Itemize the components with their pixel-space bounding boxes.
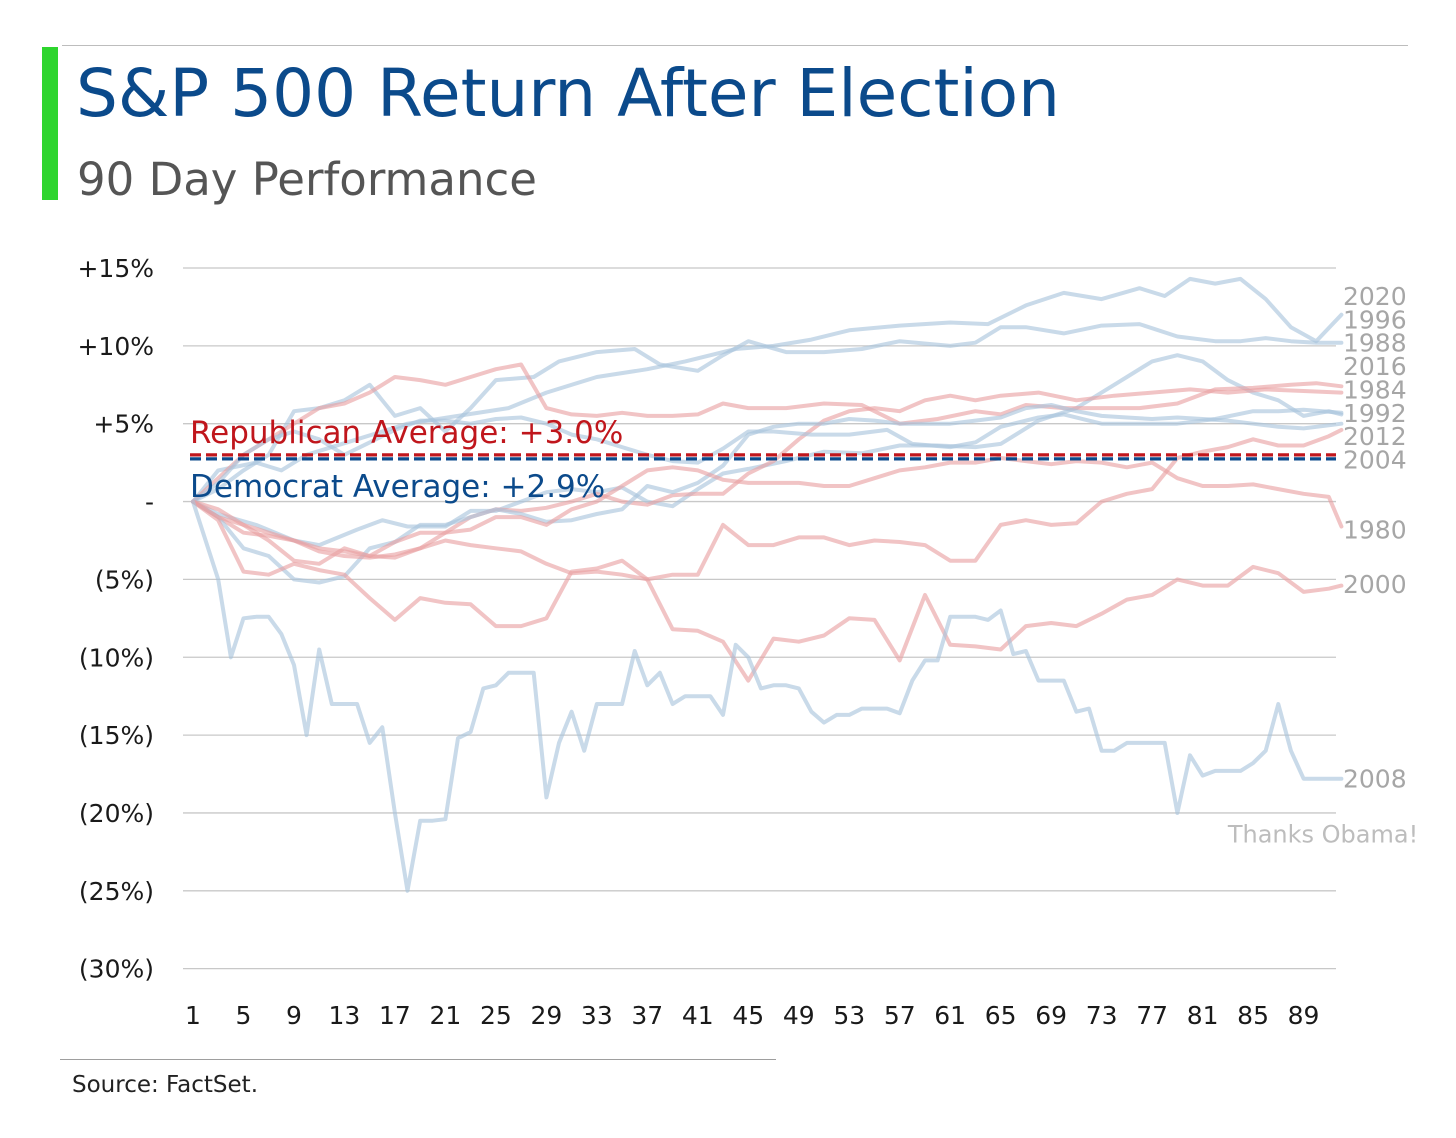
series-label-2000: 2000 [1343,570,1407,599]
x-tick-label: 69 [1035,1001,1067,1030]
x-axis-ticks: 1 5 9 13 17 21 25 29 33 37 41 45 49 53 57 61 65 69 73 77 81 8… [185,1001,1319,1030]
series-label-2004: 2004 [1343,446,1407,475]
series-label-1980: 1980 [1343,516,1407,545]
y-tick-label: (5%) [95,565,154,594]
average-lines: Republican Average: +3.0% Democrat Averag… [190,415,1336,505]
series-label-2016: 2016 [1343,352,1407,381]
x-tick-label: 61 [934,1001,966,1030]
series-lines [191,276,1344,893]
x-tick-label: 1 [185,1001,201,1030]
series-line-2008 [191,499,1344,893]
x-tick-label: 17 [379,1001,411,1030]
republican-average-label: Republican Average: +3.0% [190,415,623,451]
series-label-2020: 2020 [1343,282,1407,311]
series-line-1988 [191,353,1344,548]
series-label-1992: 1992 [1343,399,1407,428]
series-line-2020 [191,276,1344,504]
annotations: Thanks Obama! [1227,821,1418,849]
accent-bar [42,47,58,200]
y-tick-label: (20%) [79,799,154,828]
series-line-1980 [191,456,1344,566]
x-tick-label: 81 [1187,1001,1219,1030]
y-tick-label: +15% [77,254,154,283]
x-tick-label: 5 [236,1001,252,1030]
series-line-1992 [191,407,1344,504]
series-line-2012 [191,403,1344,585]
y-axis-ticks: +15% +10% +5% - (5%) (10%) (15%) (20%) (25%) (30%… [77,254,154,984]
grid-lines [183,267,1336,970]
y-tick-label: - [145,488,154,517]
y-tick-label: +10% [77,332,154,361]
series-label-1996: 1996 [1343,305,1407,334]
y-tick-label: (25%) [79,877,154,906]
series-label-2008: 2008 [1343,765,1407,794]
top-rule [62,45,1408,46]
source-note: Source: FactSet. [72,1072,259,1098]
y-tick-label: +5% [93,410,154,439]
x-tick-label: 49 [783,1001,815,1030]
x-tick-label: 13 [329,1001,361,1030]
x-tick-label: 41 [682,1001,714,1030]
x-tick-label: 77 [1136,1001,1168,1030]
x-tick-label: 45 [732,1001,764,1030]
series-line-2000 [191,499,1344,683]
x-tick-label: 85 [1237,1001,1269,1030]
x-tick-label: 89 [1288,1001,1320,1030]
series-label-2012: 2012 [1343,422,1407,451]
y-tick-label: (10%) [79,643,154,672]
chart-subtitle: 90 Day Performance [77,153,537,206]
x-tick-label: 37 [631,1001,663,1030]
series-line-2016 [191,362,1344,504]
series-line-2004 [191,427,1344,582]
series-line-1996 [191,322,1344,504]
chart-title: S&P 500 Return After Election [76,55,1060,132]
x-tick-label: 53 [833,1001,865,1030]
democrat-average-label: Democrat Average: +2.9% [190,469,605,505]
x-tick-label: 9 [286,1001,302,1030]
x-tick-label: 65 [985,1001,1017,1030]
x-tick-label: 73 [1086,1001,1118,1030]
series-label-1984: 1984 [1343,375,1407,404]
bottom-rule [60,1059,776,1060]
x-tick-label: 57 [884,1001,916,1030]
x-tick-label: 29 [530,1001,562,1030]
x-tick-label: 25 [480,1001,512,1030]
series-label-1988: 1988 [1343,329,1407,358]
x-tick-label: 33 [581,1001,613,1030]
y-tick-label: (30%) [79,955,154,984]
annotation-text: Thanks Obama! [1227,821,1418,849]
x-tick-label: 21 [429,1001,461,1030]
y-tick-label: (15%) [79,721,154,750]
